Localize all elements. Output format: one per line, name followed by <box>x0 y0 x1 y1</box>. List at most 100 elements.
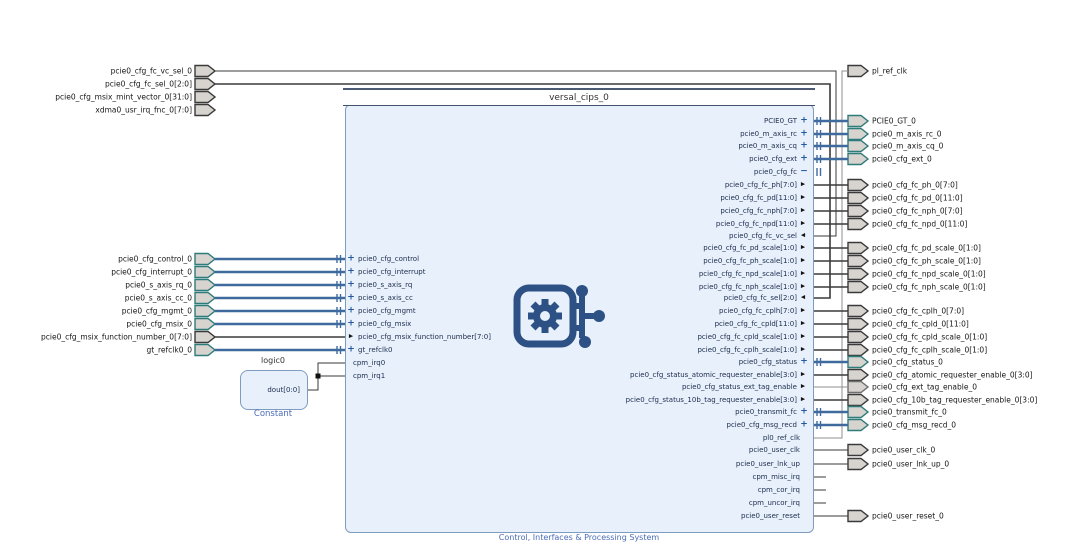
pin-label[interactable]: pl0_ref_clk <box>762 434 800 442</box>
pin-label[interactable]: pcie0_cfg_fc_pd[11:0] <box>720 194 797 202</box>
pin-label[interactable]: pcie0_cfg_fc_nph[7:0] <box>720 207 797 215</box>
external-port-pcie0_cfg_10b_tag_requester_enable_0[3:0][interactable] <box>847 393 870 407</box>
pin-label[interactable]: pcie0_cfg_status_ext_tag_enable <box>681 383 797 391</box>
pin-direction-arrow-icon[interactable]: ▶ <box>800 346 806 353</box>
external-port-pcie0_user_clk_0[interactable] <box>847 443 870 457</box>
external-port-pcie0_cfg_ext_0[interactable] <box>847 152 870 166</box>
pin-label[interactable]: pcie0_m_axis_rc <box>740 130 797 138</box>
pin-direction-arrow-icon[interactable]: ◀ <box>800 232 806 239</box>
pin-label[interactable]: pcie0_user_lnk_up <box>735 460 800 468</box>
external-port-pcie0_cfg_fc_cplh_0[7:0][interactable] <box>847 304 870 318</box>
pin-label[interactable]: pcie0_cfg_fc_ph[7:0] <box>724 181 797 189</box>
pin-label[interactable]: cpm_cor_irq <box>757 486 800 494</box>
external-port-pcie0_cfg_fc_pd_0[11:0][interactable] <box>847 191 870 205</box>
external-port-pcie0_cfg_fc_sel_0[2:0][interactable] <box>194 77 217 91</box>
external-port-pcie0_cfg_fc_cpld_scale_0[1:0][interactable] <box>847 330 870 344</box>
pin-label[interactable]: pcie0_m_axis_cq <box>738 142 797 150</box>
external-port-pcie0_cfg_msix_mint_vector_0[31:0][interactable] <box>194 90 217 104</box>
external-port-xdma0_usr_irq_fnc_0[7:0][interactable] <box>194 103 217 117</box>
external-port-pcie0_cfg_ext_tag_enable_0[interactable] <box>847 380 870 394</box>
pin-label[interactable]: pcie0_cfg_interrupt <box>358 268 426 276</box>
pin-label[interactable]: pcie0_cfg_fc <box>753 168 797 176</box>
pin-direction-arrow-icon[interactable]: ▶ <box>800 283 806 290</box>
expand-plus-icon[interactable]: + <box>347 344 355 355</box>
pin-label[interactable]: pcie0_s_axis_cc <box>358 294 413 302</box>
external-port-pcie0_cfg_msg_recd_0[interactable] <box>847 418 870 432</box>
pin-direction-arrow-icon[interactable]: ▶ <box>800 383 806 390</box>
external-port-PCIE0_GT_0[interactable] <box>847 114 870 128</box>
external-port-pcie0_cfg_atomic_requester_enable_0[3:0][interactable] <box>847 368 870 382</box>
expand-plus-icon[interactable]: + <box>347 253 355 264</box>
external-port-pcie0_cfg_fc_npd_0[11:0][interactable] <box>847 217 870 231</box>
pin-direction-arrow-icon[interactable]: ▶ <box>348 333 354 340</box>
pin-direction-arrow-icon[interactable]: ▶ <box>800 320 806 327</box>
pin-label[interactable]: pcie0_transmit_fc <box>735 408 797 416</box>
pin-label[interactable]: pcie0_cfg_fc_vc_sel <box>729 232 797 240</box>
expand-plus-icon[interactable]: + <box>800 128 808 139</box>
pin-direction-arrow-icon[interactable]: ▶ <box>800 333 806 340</box>
pin-label[interactable]: pcie0_cfg_fc_cplh[7:0] <box>719 307 797 315</box>
external-port-pcie0_cfg_status_0[interactable] <box>847 355 870 369</box>
pin-label[interactable]: gt_refclk0 <box>358 346 393 354</box>
external-port-pcie0_cfg_fc_vc_sel_0[interactable] <box>194 64 217 78</box>
external-port-pcie0_cfg_control_0[interactable] <box>194 252 217 266</box>
expand-plus-icon[interactable]: + <box>347 292 355 303</box>
pin-label[interactable]: cpm_irq1 <box>353 372 386 380</box>
external-port-pcie0_user_reset_0[interactable] <box>847 509 870 523</box>
pin-label[interactable]: pcie0_cfg_status <box>738 358 797 366</box>
pin-label[interactable]: pcie0_cfg_fc_cpld[11:0] <box>714 320 797 328</box>
pin-label[interactable]: pcie0_cfg_fc_sel[2:0] <box>723 294 797 302</box>
pin-direction-arrow-icon[interactable]: ▶ <box>800 220 806 227</box>
net-pl-ref-clk[interactable] <box>814 70 848 439</box>
pin-label[interactable]: pcie0_s_axis_rq <box>358 281 413 289</box>
pin-label[interactable]: pcie0_cfg_mgmt <box>358 307 416 315</box>
pin-label[interactable]: cpm_uncor_irq <box>748 499 800 507</box>
net-pcie0-cfg-fc-sel[interactable] <box>215 83 831 299</box>
expand-plus-icon[interactable]: + <box>800 406 808 417</box>
external-port-pcie0_cfg_msix_function_number_0[7:0][interactable] <box>194 330 217 344</box>
collapse-minus-icon[interactable]: − <box>800 166 808 177</box>
external-port-pcie0_transmit_fc_0[interactable] <box>847 405 870 419</box>
pin-direction-arrow-icon[interactable]: ▶ <box>800 257 806 264</box>
expand-plus-icon[interactable]: + <box>800 140 808 151</box>
pin-label[interactable]: pcie0_user_clk <box>748 446 800 454</box>
external-port-pcie0_user_lnk_up_0[interactable] <box>847 457 870 471</box>
pin-label[interactable]: cpm_irq0 <box>353 359 386 367</box>
pin-direction-arrow-icon[interactable]: ▶ <box>800 270 806 277</box>
external-port-pcie0_cfg_fc_nph_0[7:0][interactable] <box>847 204 870 218</box>
external-port-pcie0_cfg_fc_cpld_0[11:0][interactable] <box>847 317 870 331</box>
external-port-pl_ref_clk[interactable] <box>847 64 870 78</box>
pin-direction-arrow-icon[interactable]: ◀ <box>800 294 806 301</box>
external-port-pcie0_m_axis_cq_0[interactable] <box>847 139 870 153</box>
external-port-pcie0_cfg_interrupt_0[interactable] <box>194 265 217 279</box>
pin-label[interactable]: pcie0_cfg_fc_ph_scale[1:0] <box>703 257 797 265</box>
expand-plus-icon[interactable]: + <box>347 318 355 329</box>
versal-cips-block-header[interactable]: versal_cips_0 <box>343 88 815 106</box>
external-port-pcie0_m_axis_rc_0[interactable] <box>847 127 870 141</box>
pin-label[interactable]: pcie0_cfg_msix <box>358 320 412 328</box>
external-port-pcie0_cfg_fc_pd_scale_0[1:0][interactable] <box>847 241 870 255</box>
pin-direction-arrow-icon[interactable]: ▶ <box>800 194 806 201</box>
pin-direction-arrow-icon[interactable]: ▶ <box>800 396 806 403</box>
expand-plus-icon[interactable]: + <box>347 279 355 290</box>
pin-label[interactable]: cpm_misc_irq <box>752 473 800 481</box>
external-port-pcie0_cfg_fc_ph_scale_0[1:0][interactable] <box>847 254 870 268</box>
pin-label[interactable]: pcie0_cfg_ext <box>749 155 797 163</box>
pin-label[interactable]: pcie0_cfg_control <box>358 255 420 263</box>
pin-label[interactable]: pcie0_cfg_msg_recd <box>726 421 798 429</box>
expand-plus-icon[interactable]: + <box>347 305 355 316</box>
external-port-pcie0_cfg_mgmt_0[interactable] <box>194 304 217 318</box>
pin-label[interactable]: pcie0_cfg_fc_npd[11:0] <box>715 220 797 228</box>
pin-label[interactable]: PCIE0_GT <box>763 117 797 125</box>
external-port-pcie0_cfg_fc_cplh_scale_0[1:0][interactable] <box>847 343 870 357</box>
expand-plus-icon[interactable]: + <box>800 419 808 430</box>
pin-direction-arrow-icon[interactable]: ▶ <box>800 207 806 214</box>
expand-plus-icon[interactable]: + <box>347 266 355 277</box>
external-port-pcie0_cfg_fc_npd_scale_0[1:0][interactable] <box>847 267 870 281</box>
constant-dout-pin[interactable]: dout[0:0] <box>267 386 300 394</box>
pin-direction-arrow-icon[interactable]: ▶ <box>800 307 806 314</box>
pin-label[interactable]: pcie0_cfg_fc_npd_scale[1:0] <box>698 270 797 278</box>
pin-label[interactable]: pcie0_user_reset <box>741 512 800 520</box>
external-port-pcie0_cfg_msix_0[interactable] <box>194 317 217 331</box>
